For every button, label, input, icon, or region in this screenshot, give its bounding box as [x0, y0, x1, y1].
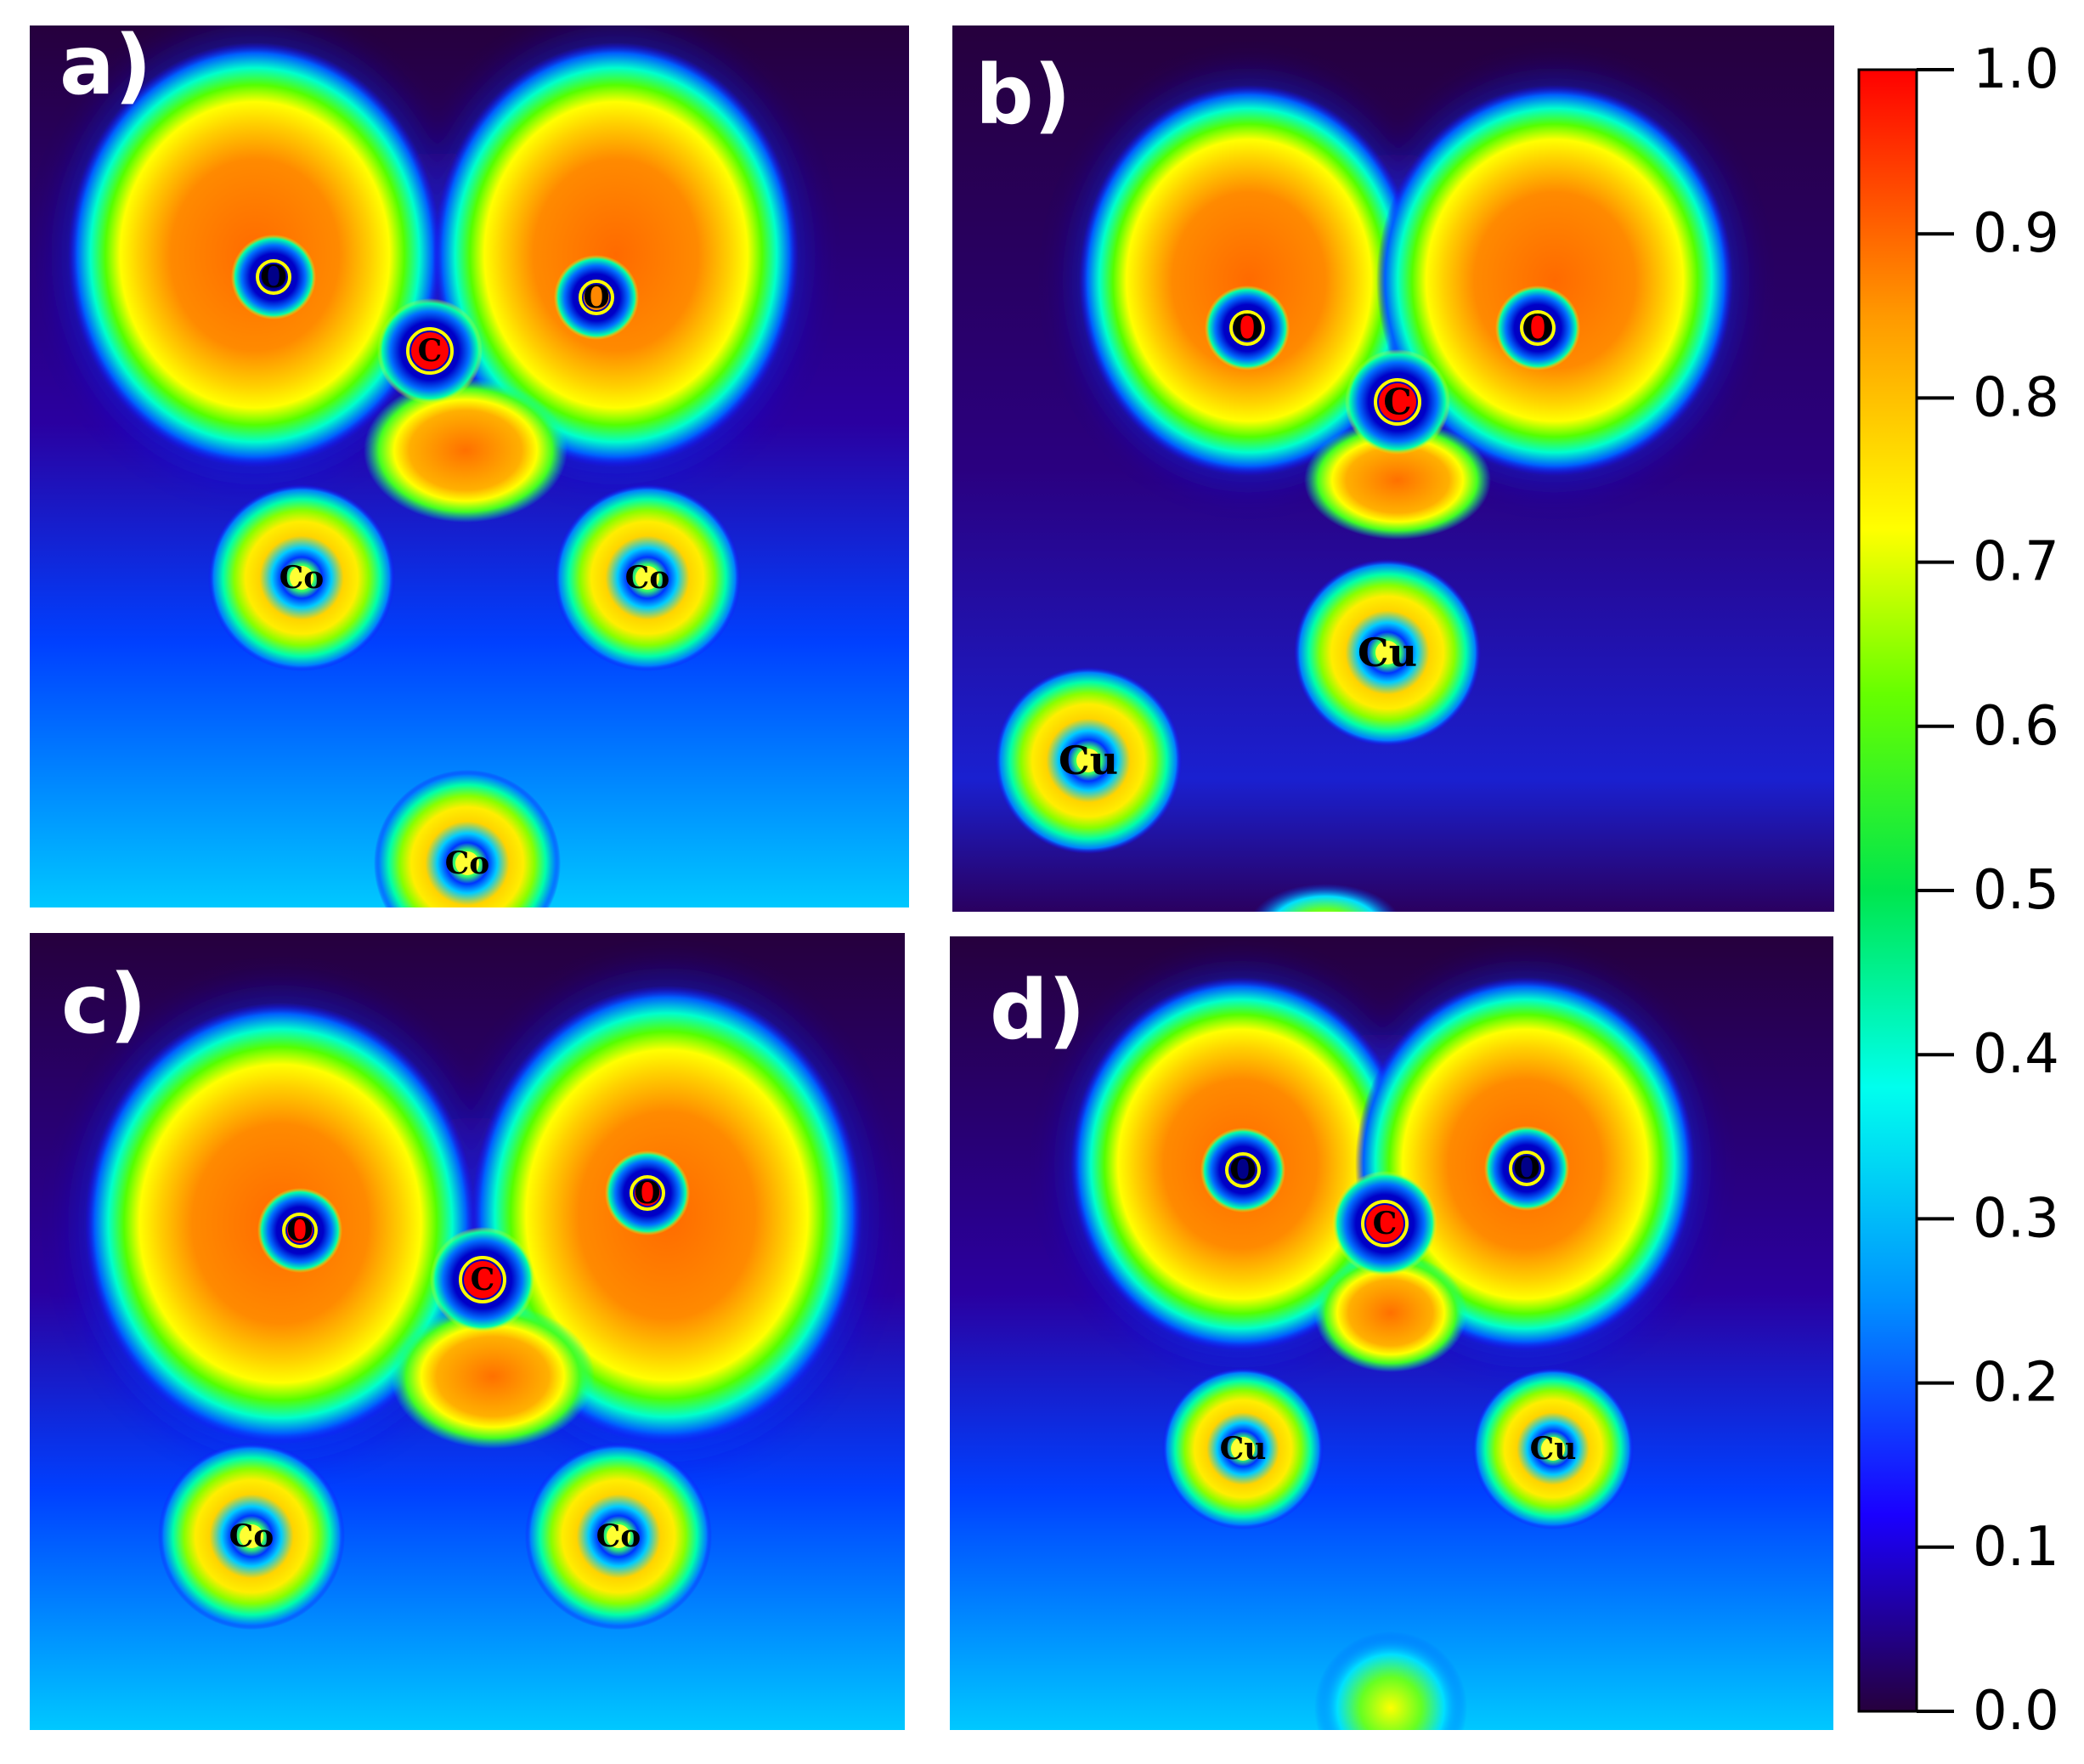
oxygen-lobe — [1376, 85, 1733, 476]
atom-co: Co — [208, 484, 395, 671]
atom-label: Co — [596, 1518, 641, 1554]
atom-o: O — [231, 235, 316, 319]
atom-label: Co — [625, 560, 670, 596]
density-glow — [1253, 884, 1398, 912]
colorbar-gradient — [1857, 68, 1918, 1713]
atom-o: O — [554, 255, 639, 340]
atom-co: Co — [554, 484, 741, 671]
density-glow — [1314, 1631, 1467, 1730]
atom-label: Cu — [1220, 1431, 1267, 1467]
atom-label: O — [583, 280, 609, 315]
colorbar-tick-label: 0.2 — [1973, 1352, 2059, 1415]
atom-c: C — [1345, 349, 1450, 455]
atom-label: O — [1229, 1152, 1256, 1188]
atom-label: Cu — [1530, 1431, 1577, 1467]
colorbar-tick-label: 0.9 — [1973, 202, 2059, 265]
colorbar: 0.0 0.1 0.2 0.3 0.4 0.5 0.6 0.7 0.8 0.9 1.0 — [1857, 38, 2059, 1743]
atom-label: Co — [445, 845, 490, 881]
atom-co: Co — [374, 770, 561, 907]
colorbar-tick-label: 1.0 — [1973, 38, 2059, 101]
colorbar-tick-label: 0.4 — [1973, 1023, 2059, 1086]
atom-label: C — [1383, 382, 1411, 423]
panel-label: b) — [975, 48, 1071, 143]
atom-cu: Cu — [1472, 1368, 1634, 1529]
bond-lobe — [391, 1304, 595, 1449]
oxygen-lobe — [433, 42, 799, 467]
atom-label: Cu — [1358, 630, 1417, 676]
atom-label: O — [260, 259, 286, 295]
atom-o: O — [1200, 1128, 1285, 1213]
atom-o: O — [605, 1151, 690, 1235]
panel-a: O O C Co Co Co a) — [30, 18, 909, 907]
atom-label: O — [286, 1213, 313, 1248]
atom-cu: Cu — [1294, 559, 1481, 746]
bond-lobe — [1314, 1253, 1467, 1372]
atom-o: O — [257, 1188, 342, 1273]
atom-label: Co — [280, 560, 325, 596]
colorbar-tick-label: 0.0 — [1973, 1680, 2059, 1743]
atom-label: C — [418, 333, 443, 369]
bond-lobe — [1304, 421, 1491, 540]
atom-o: O — [1484, 1126, 1569, 1211]
panel-c: O O C Co Co c) — [30, 933, 905, 1730]
atom-label: O — [634, 1175, 660, 1211]
colorbar-tick-label: 0.1 — [1973, 1516, 2059, 1579]
panel-d: O O C Cu Cu d) — [950, 936, 1833, 1730]
panel-b: O O C Cu Cu b) — [952, 25, 1834, 912]
atom-co: Co — [158, 1443, 345, 1630]
atom-c: C — [377, 298, 483, 404]
atom-label: O — [1513, 1151, 1539, 1186]
atom-o: O — [1495, 286, 1580, 370]
atom-c: C — [430, 1227, 535, 1332]
colorbar-tick-label: 0.5 — [1973, 859, 2059, 922]
panel-label: c) — [61, 957, 147, 1052]
atom-label: O — [1522, 308, 1554, 349]
atom-co: Co — [525, 1443, 712, 1630]
atom-label: Co — [229, 1518, 274, 1554]
atom-o: O — [1205, 286, 1290, 370]
atom-label: O — [1232, 308, 1263, 349]
atom-cu: Cu — [995, 667, 1182, 854]
oxygen-lobe — [1079, 85, 1419, 476]
atom-label: C — [1373, 1206, 1398, 1241]
panel-label: d) — [990, 963, 1086, 1058]
bond-lobe — [364, 378, 568, 523]
atom-label: C — [471, 1262, 495, 1298]
colorbar-tick-label: 0.8 — [1973, 366, 2059, 429]
panel-label: a) — [59, 18, 152, 113]
atom-label: Cu — [1059, 738, 1118, 783]
colorbar-tick-label: 0.3 — [1973, 1187, 2059, 1250]
colorbar-tick-label: 0.7 — [1973, 531, 2059, 594]
atom-c: C — [1332, 1171, 1437, 1276]
atom-cu: Cu — [1162, 1368, 1324, 1529]
colorbar-tick-label: 0.6 — [1973, 695, 2059, 758]
